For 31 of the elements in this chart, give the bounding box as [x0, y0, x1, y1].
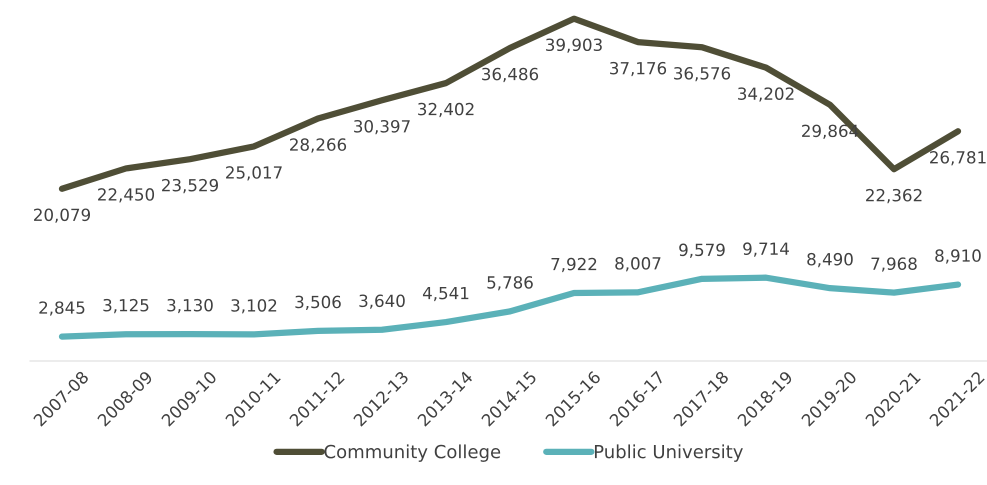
data-label: 8,490 [807, 252, 853, 268]
legend-label: Public University [594, 444, 743, 462]
data-label: 22,362 [866, 188, 922, 204]
data-label: 8,910 [935, 249, 981, 264]
data-label: 23,529 [162, 178, 218, 194]
legend-label: Community College [324, 444, 500, 462]
data-label: 28,266 [290, 138, 346, 153]
data-label: 9,714 [743, 242, 789, 257]
data-label: 36,576 [674, 66, 730, 82]
data-label: 7,922 [552, 258, 596, 272]
data-label: 3,640 [359, 294, 405, 309]
data-label: 5,786 [487, 276, 533, 290]
data-label: 9,579 [679, 244, 725, 258]
data-label: 3,125 [103, 298, 148, 314]
data-label: 39,903 [546, 38, 602, 53]
data-label: 36,486 [482, 68, 538, 82]
data-label: 4,541 [422, 286, 468, 302]
data-label: 37,176 [610, 62, 666, 76]
data-label: 26,781 [930, 151, 986, 166]
data-label: 32,402 [418, 102, 474, 118]
data-label: 34,202 [738, 87, 794, 102]
data-label: 3,506 [295, 296, 341, 310]
data-label: 7,968 [872, 257, 917, 272]
data-label: 3,130 [167, 298, 213, 314]
data-label: 22,450 [98, 188, 154, 202]
data-label: 25,017 [226, 166, 282, 180]
data-label: 30,397 [354, 120, 410, 134]
data-label: 20,079 [34, 208, 90, 223]
data-label: 8,007 [615, 257, 660, 272]
data-label: 2,845 [39, 301, 84, 316]
data-label: 3,102 [231, 299, 276, 314]
